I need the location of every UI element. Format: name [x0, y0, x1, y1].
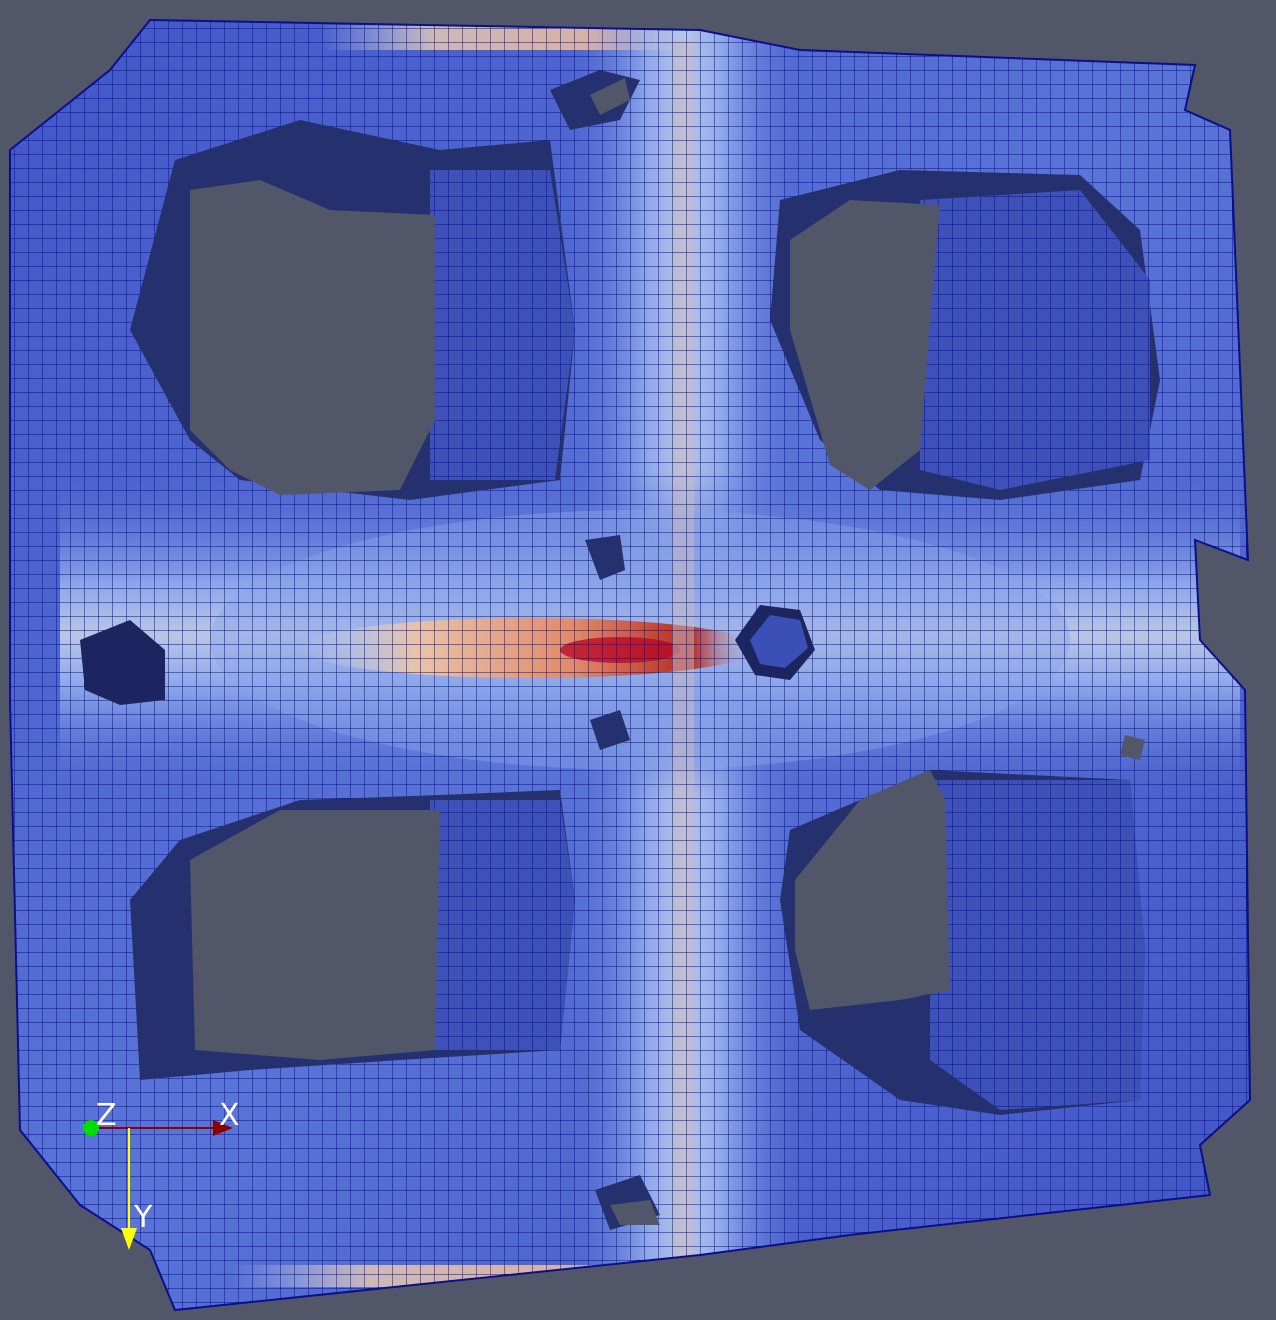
mesh-holes — [80, 70, 1160, 1230]
z-axis-point-icon — [83, 1120, 99, 1136]
x-axis-label: X — [219, 1098, 240, 1133]
x-axis-arrow-icon — [213, 1120, 233, 1136]
y-axis-label: Y — [133, 1200, 153, 1235]
z-axis-label: Z — [96, 1098, 117, 1133]
orientation-axes-widget: Z X Y — [83, 1098, 240, 1250]
y-axis-arrow-icon — [121, 1228, 137, 1250]
